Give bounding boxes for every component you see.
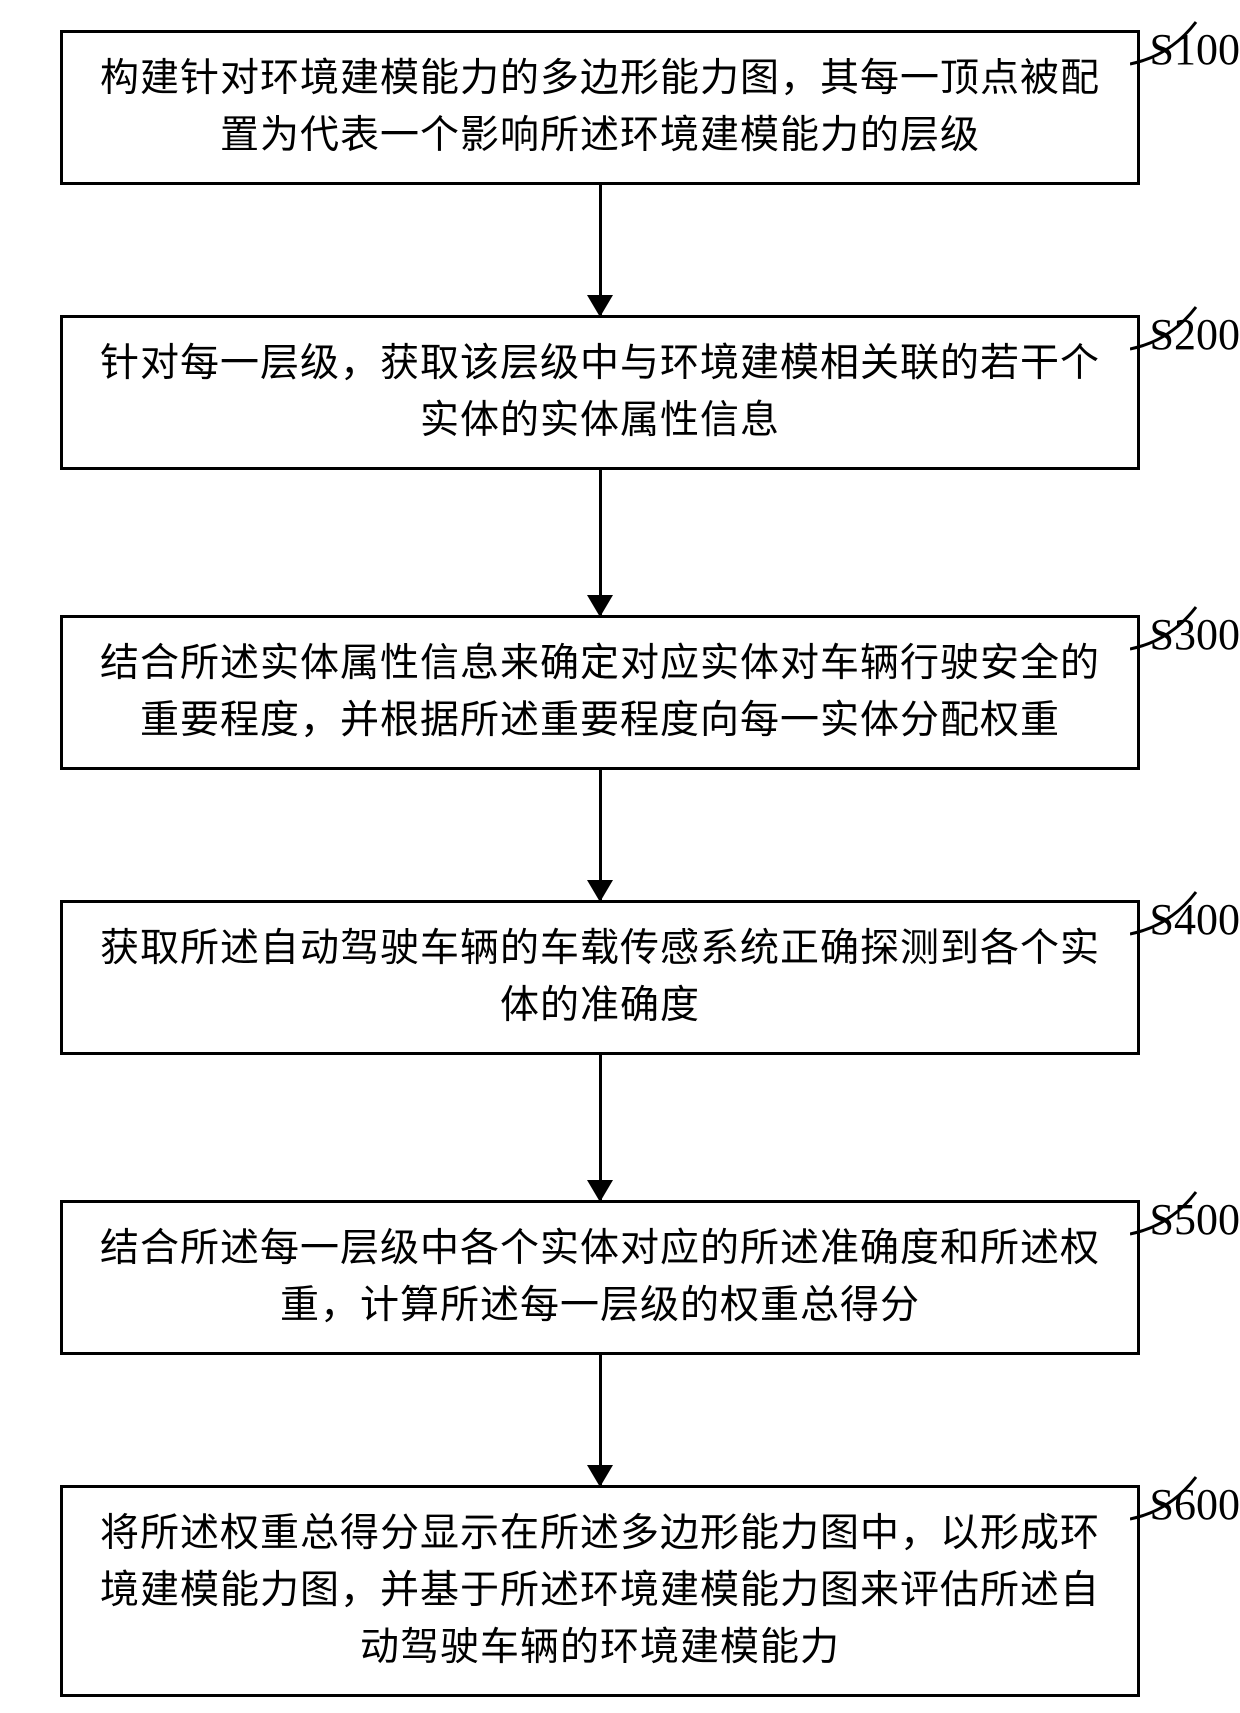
step-box: 针对每一层级，获取该层级中与环境建模相关联的若干个实体的实体属性信息 bbox=[60, 315, 1140, 470]
step-box: 构建针对环境建模能力的多边形能力图，其每一顶点被配置为代表一个影响所述环境建模能… bbox=[60, 30, 1140, 185]
step-s600: 将所述权重总得分显示在所述多边形能力图中，以形成环境建模能力图，并基于所述环境建… bbox=[60, 1485, 1140, 1697]
step-text: 获取所述自动驾驶车辆的车载传感系统正确探测到各个实体的准确度 bbox=[100, 927, 1100, 1027]
step-label: S600 bbox=[1150, 1479, 1240, 1530]
connector bbox=[599, 470, 602, 615]
step-s500: 结合所述每一层级中各个实体对应的所述准确度和所述权重，计算所述每一层级的权重总得… bbox=[60, 1200, 1140, 1485]
step-text: 结合所述实体属性信息来确定对应实体对车辆行驶安全的重要程度，并根据所述重要程度向… bbox=[100, 642, 1100, 742]
step-box: 结合所述实体属性信息来确定对应实体对车辆行驶安全的重要程度，并根据所述重要程度向… bbox=[60, 615, 1140, 770]
step-label: S300 bbox=[1150, 609, 1240, 660]
arrowhead-icon bbox=[587, 1465, 613, 1487]
step-label: S200 bbox=[1150, 309, 1240, 360]
step-box: 获取所述自动驾驶车辆的车载传感系统正确探测到各个实体的准确度 bbox=[60, 900, 1140, 1055]
step-text: 针对每一层级，获取该层级中与环境建模相关联的若干个实体的实体属性信息 bbox=[100, 342, 1100, 442]
step-text: 构建针对环境建模能力的多边形能力图，其每一顶点被配置为代表一个影响所述环境建模能… bbox=[100, 57, 1100, 157]
step-s400: 获取所述自动驾驶车辆的车载传感系统正确探测到各个实体的准确度 S400 bbox=[60, 900, 1140, 1200]
step-s300: 结合所述实体属性信息来确定对应实体对车辆行驶安全的重要程度，并根据所述重要程度向… bbox=[60, 615, 1140, 900]
step-box: 结合所述每一层级中各个实体对应的所述准确度和所述权重，计算所述每一层级的权重总得… bbox=[60, 1200, 1140, 1355]
step-text: 结合所述每一层级中各个实体对应的所述准确度和所述权重，计算所述每一层级的权重总得… bbox=[100, 1227, 1100, 1327]
arrowhead-icon bbox=[587, 595, 613, 617]
connector bbox=[599, 1355, 602, 1485]
step-s100: 构建针对环境建模能力的多边形能力图，其每一顶点被配置为代表一个影响所述环境建模能… bbox=[60, 30, 1140, 315]
connector bbox=[599, 770, 602, 900]
arrowhead-icon bbox=[587, 295, 613, 317]
flowchart-container: 构建针对环境建模能力的多边形能力图，其每一顶点被配置为代表一个影响所述环境建模能… bbox=[60, 30, 1140, 1697]
step-label: S100 bbox=[1150, 24, 1240, 75]
step-box: 将所述权重总得分显示在所述多边形能力图中，以形成环境建模能力图，并基于所述环境建… bbox=[60, 1485, 1140, 1697]
step-label: S500 bbox=[1150, 1194, 1240, 1245]
arrowhead-icon bbox=[587, 880, 613, 902]
arrowhead-icon bbox=[587, 1180, 613, 1202]
connector bbox=[599, 1055, 602, 1200]
step-label: S400 bbox=[1150, 894, 1240, 945]
connector bbox=[599, 185, 602, 315]
step-s200: 针对每一层级，获取该层级中与环境建模相关联的若干个实体的实体属性信息 S200 bbox=[60, 315, 1140, 615]
step-text: 将所述权重总得分显示在所述多边形能力图中，以形成环境建模能力图，并基于所述环境建… bbox=[100, 1512, 1100, 1668]
